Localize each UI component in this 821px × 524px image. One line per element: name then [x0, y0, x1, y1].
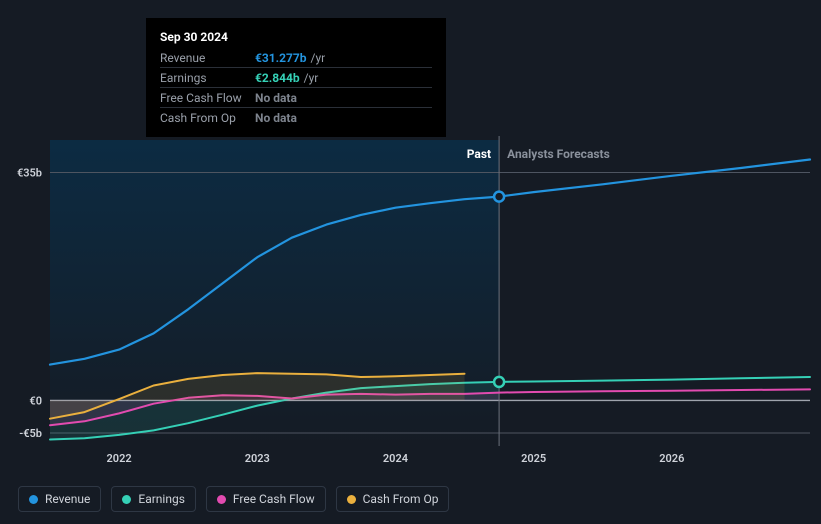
y-tick-label: €0 [29, 394, 42, 407]
tooltip-date: Sep 30 2024 [160, 28, 432, 46]
tooltip-row-label: Cash From Op [160, 109, 255, 127]
tooltip-row-value: €2.844b [255, 69, 300, 87]
legend-label: Earnings [138, 492, 185, 506]
x-tick-label: 2025 [521, 452, 546, 465]
divider-past-label: Past [467, 147, 491, 161]
tooltip-row: Cash From OpNo data [160, 107, 432, 127]
legend-label: Free Cash Flow [233, 492, 315, 506]
tooltip-row-suffix: /yr [311, 49, 326, 67]
chart-tooltip: Sep 30 2024 Revenue€31.277b/yrEarnings€2… [146, 18, 446, 137]
tooltip-row-value: €31.277b [255, 49, 307, 67]
earnings-revenue-chart: €35b €0 -€5b 2022 2023 2024 2025 2026 Past Analys… [0, 0, 821, 524]
legend-swatch [122, 495, 131, 504]
tooltip-row-suffix: /yr [304, 69, 319, 87]
tooltip-row-value: No data [255, 89, 297, 107]
tooltip-row: Revenue€31.277b/yr [160, 48, 432, 67]
tooltip-row: Free Cash FlowNo data [160, 87, 432, 107]
tooltip-row-label: Earnings [160, 69, 255, 87]
legend-swatch [217, 495, 226, 504]
x-tick-label: 2026 [659, 452, 684, 465]
legend-label: Revenue [45, 492, 90, 506]
x-tick-label: 2022 [107, 452, 132, 465]
legend-item-revenue[interactable]: Revenue [18, 486, 101, 512]
legend-item-fcf[interactable]: Free Cash Flow [206, 486, 326, 512]
chart-legend: Revenue Earnings Free Cash Flow Cash From O… [18, 486, 449, 512]
y-tick-label: -€5b [19, 427, 42, 440]
y-tick-label: €35b [17, 167, 42, 180]
legend-item-cfo[interactable]: Cash From Op [336, 486, 450, 512]
legend-swatch [29, 495, 38, 504]
tooltip-row: Earnings€2.844b/yr [160, 67, 432, 87]
tooltip-row-value: No data [255, 109, 297, 127]
divider-future-label: Analysts Forecasts [507, 147, 610, 161]
x-tick-label: 2024 [383, 452, 408, 465]
x-tick-label: 2023 [245, 452, 270, 465]
tooltip-row-label: Revenue [160, 49, 255, 67]
legend-label: Cash From Op [363, 492, 439, 506]
tooltip-row-label: Free Cash Flow [160, 89, 255, 107]
legend-item-earnings[interactable]: Earnings [111, 486, 196, 512]
legend-swatch [347, 495, 356, 504]
